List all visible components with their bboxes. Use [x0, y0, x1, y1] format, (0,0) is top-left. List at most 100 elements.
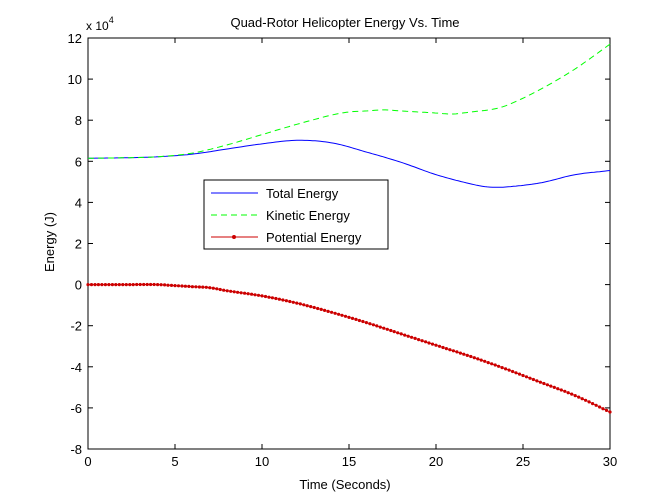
series-marker [427, 341, 431, 345]
series-marker [316, 306, 320, 311]
series-marker [451, 349, 455, 353]
series-marker [521, 373, 525, 378]
series-marker [114, 283, 118, 287]
series-marker [587, 400, 591, 404]
series-marker [357, 318, 361, 323]
series-marker [472, 356, 476, 360]
series-marker [497, 364, 501, 368]
chart-title: Quad-Rotor Helicopter Energy Vs. Time [230, 15, 459, 30]
series-marker [437, 344, 442, 348]
series-marker [510, 369, 515, 374]
series-marker [243, 291, 247, 295]
series-marker [403, 333, 407, 337]
series-marker [406, 334, 410, 338]
series-marker [361, 319, 365, 324]
series-marker [298, 302, 302, 306]
series-marker [204, 285, 208, 289]
series-marker [96, 283, 100, 287]
axis-ticks: 0 5 10 15 20 25 30 -8 -6 -4 -2 0 2 4 6 8 10 12 [68, 31, 618, 469]
series-marker [232, 290, 236, 294]
series-marker [577, 395, 581, 399]
series-marker [337, 312, 341, 316]
series-marker [545, 383, 550, 387]
series-marker [323, 308, 327, 312]
series-marker [281, 298, 285, 302]
series-marker [107, 283, 111, 287]
series-marker [145, 282, 149, 287]
series-marker [208, 286, 212, 290]
series-markers [86, 282, 612, 414]
series-marker [156, 283, 160, 287]
series-marker [524, 375, 529, 379]
y-tick-label: 6 [75, 154, 82, 169]
series-marker [392, 330, 396, 334]
series-marker [350, 316, 355, 320]
y-axis-exponent-base: x 10 [86, 19, 109, 33]
series-marker [163, 283, 167, 287]
x-tick-label: 30 [603, 454, 617, 469]
series-marker [531, 377, 536, 382]
series-marker [514, 371, 518, 375]
series-marker [598, 405, 602, 409]
series-marker [284, 299, 288, 303]
series-line-1 [88, 139, 611, 188]
series-marker [458, 351, 462, 355]
series-marker [215, 287, 219, 291]
series-marker [601, 407, 605, 411]
series-marker [86, 283, 90, 287]
series-marker [580, 397, 584, 401]
series-marker [236, 290, 240, 294]
x-tick-label: 15 [342, 454, 356, 469]
series-marker [430, 342, 435, 346]
series-marker [260, 294, 264, 298]
series-marker [263, 294, 268, 299]
series-marker [483, 359, 487, 363]
y-axis-label: Energy (J) [42, 212, 57, 272]
series-marker [246, 292, 250, 296]
y-tick-label: -4 [70, 360, 82, 375]
y-axis-exponent: x 104 [86, 15, 114, 33]
series-marker [462, 352, 466, 356]
series-marker [465, 353, 469, 357]
series-marker [211, 286, 215, 290]
series-marker [476, 357, 480, 361]
series-marker [89, 283, 94, 287]
y-axis-exponent-power: 4 [109, 15, 114, 25]
y-tick-label: -2 [70, 319, 82, 334]
series-marker [326, 309, 330, 313]
series-marker [187, 284, 191, 288]
series-marker [410, 335, 414, 339]
series-marker [333, 311, 337, 315]
series-marker [371, 323, 375, 327]
series-marker [309, 305, 313, 309]
series-marker [535, 379, 539, 383]
series-marker [549, 384, 553, 388]
series-marker [291, 300, 295, 304]
series-marker [173, 284, 177, 288]
series-marker [378, 325, 382, 329]
series-marker [305, 304, 309, 308]
y-tick-label: 4 [75, 195, 82, 210]
series-marker [493, 363, 497, 367]
series-marker [604, 408, 609, 412]
y-tick-label: -8 [70, 442, 82, 457]
series-marker [152, 282, 156, 287]
series-marker [573, 394, 577, 398]
series-marker [103, 283, 107, 287]
series-marker [93, 283, 97, 287]
series-marker [354, 317, 358, 321]
series-marker [197, 285, 201, 289]
series-marker [138, 282, 142, 287]
series-marker [180, 284, 184, 288]
series-marker [159, 283, 163, 287]
series-marker [100, 283, 104, 287]
series-marker [222, 288, 226, 292]
series-marker [312, 305, 316, 310]
series-marker [340, 313, 344, 317]
x-tick-label: 20 [429, 454, 443, 469]
series-marker [256, 293, 261, 297]
series-marker [375, 324, 379, 328]
series-marker [201, 285, 205, 289]
x-tick-label: 5 [171, 454, 178, 469]
series-marker [538, 380, 543, 384]
